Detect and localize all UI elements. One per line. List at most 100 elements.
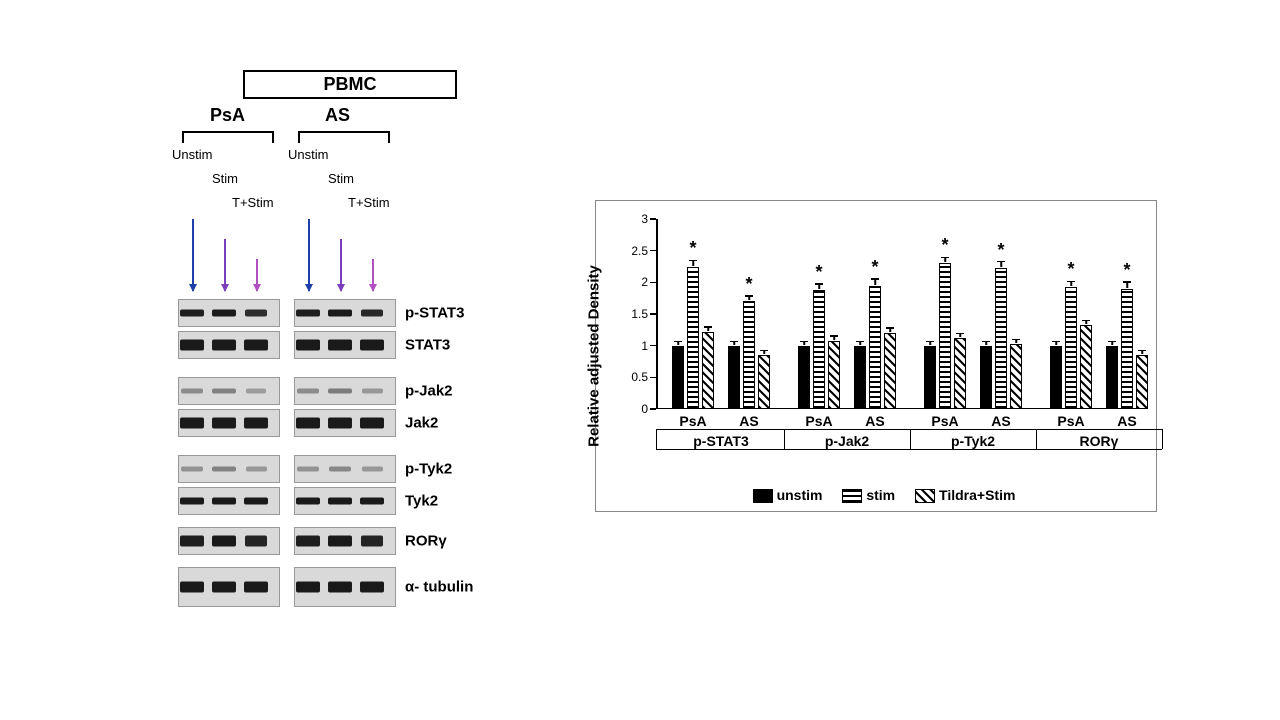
bar bbox=[1010, 344, 1022, 409]
wb-group-psa: PsA bbox=[210, 105, 245, 126]
cond-stim-psa: Stim bbox=[212, 171, 238, 186]
wb-row-label: STAT3 bbox=[405, 337, 450, 354]
bar bbox=[743, 301, 755, 409]
bar bbox=[728, 346, 740, 409]
wb-bands: p-STAT3 STAT3 p-Jak2 Jak2 p-Tyk2 Tyk2 RORγ α- t… bbox=[170, 299, 530, 607]
cond-unstim-as: Unstim bbox=[288, 147, 328, 162]
brace-psa bbox=[182, 131, 274, 143]
significance-star: * bbox=[1123, 260, 1130, 281]
bar bbox=[1136, 355, 1148, 409]
wb-condition-row3: T+Stim T+Stim bbox=[170, 195, 530, 219]
wb-condition-row2: Stim Stim bbox=[170, 171, 530, 195]
significance-star: * bbox=[745, 274, 752, 295]
x-cluster-label: p-Tyk2 bbox=[951, 433, 995, 449]
wb-row: α- tubulin bbox=[170, 567, 530, 607]
bar bbox=[1121, 289, 1133, 409]
western-blot-panel: PBMC PsA AS Unstim Unstim Stim Stim T+St… bbox=[170, 70, 530, 611]
significance-star: * bbox=[941, 235, 948, 256]
bar bbox=[1065, 287, 1077, 409]
y-tick-label: 0 bbox=[641, 402, 648, 416]
x-cluster-label: p-STAT3 bbox=[693, 433, 748, 449]
bar bbox=[869, 286, 881, 410]
y-tick-label: 1 bbox=[641, 339, 648, 353]
arrow-icon bbox=[192, 219, 194, 291]
arrow-icon bbox=[372, 259, 374, 291]
bar bbox=[1080, 325, 1092, 409]
wb-row: p-Tyk2 bbox=[170, 455, 530, 483]
y-tick-label: 3 bbox=[641, 212, 648, 226]
x-subgroup-label: AS bbox=[865, 413, 884, 429]
arrow-icon bbox=[256, 259, 258, 291]
bar bbox=[813, 290, 825, 409]
cond-stim-as: Stim bbox=[328, 171, 354, 186]
legend-label-tildra: Tildra+Stim bbox=[939, 487, 1015, 503]
bar bbox=[980, 346, 992, 409]
y-tick-label: 1.5 bbox=[631, 307, 648, 321]
wb-row: p-STAT3 bbox=[170, 299, 530, 327]
panel-title: PBMC bbox=[243, 70, 457, 99]
y-tick-label: 0.5 bbox=[631, 370, 648, 384]
brace-as bbox=[298, 131, 390, 143]
significance-star: * bbox=[1067, 259, 1074, 280]
significance-star: * bbox=[997, 240, 1004, 261]
x-subgroup-label: PsA bbox=[1057, 413, 1084, 429]
plot-area: 00.511.522.53******** bbox=[656, 219, 1136, 409]
cond-tstim-as: T+Stim bbox=[348, 195, 390, 210]
wb-row-label: RORγ bbox=[405, 533, 447, 550]
legend-label-stim: stim bbox=[866, 487, 895, 503]
legend-swatch-unstim bbox=[753, 489, 773, 503]
cluster-separator bbox=[784, 429, 785, 449]
bar bbox=[798, 346, 810, 409]
figure-root: PBMC PsA AS Unstim Unstim Stim Stim T+St… bbox=[0, 0, 1280, 720]
chart-legend: unstim stim Tildra+Stim bbox=[596, 487, 1156, 503]
cond-tstim-psa: T+Stim bbox=[232, 195, 274, 210]
significance-star: * bbox=[871, 257, 878, 278]
bar bbox=[687, 267, 699, 410]
bar bbox=[884, 333, 896, 409]
bar bbox=[854, 346, 866, 409]
y-tick-label: 2 bbox=[641, 275, 648, 289]
legend-label-unstim: unstim bbox=[777, 487, 823, 503]
wb-arrows bbox=[170, 219, 530, 299]
legend-swatch-stim bbox=[842, 489, 862, 503]
bar bbox=[702, 332, 714, 409]
arrow-icon bbox=[224, 239, 226, 291]
arrow-icon bbox=[340, 239, 342, 291]
significance-star: * bbox=[689, 238, 696, 259]
y-tick-label: 2.5 bbox=[631, 244, 648, 258]
x-subgroup-label: PsA bbox=[679, 413, 706, 429]
x-cluster-label: RORγ bbox=[1080, 433, 1119, 449]
bar bbox=[995, 268, 1007, 409]
bar bbox=[672, 346, 684, 409]
arrow-icon bbox=[308, 219, 310, 291]
y-axis-label: Relative adjusted Density bbox=[586, 265, 603, 447]
wb-row: Jak2 bbox=[170, 409, 530, 437]
wb-row-label: Tyk2 bbox=[405, 493, 438, 510]
cluster-separator bbox=[910, 429, 911, 449]
wb-group-labels: PsA AS bbox=[170, 105, 530, 131]
x-subgroup-label: PsA bbox=[805, 413, 832, 429]
wb-row-label: Jak2 bbox=[405, 415, 438, 432]
bar bbox=[758, 355, 770, 409]
wb-row-label: p-Jak2 bbox=[405, 383, 453, 400]
bar bbox=[1106, 346, 1118, 409]
wb-row-label: p-STAT3 bbox=[405, 305, 464, 322]
x-subgroup-label: AS bbox=[1117, 413, 1136, 429]
cluster-separator bbox=[1036, 429, 1037, 449]
bar bbox=[924, 346, 936, 409]
x-cluster-label: p-Jak2 bbox=[825, 433, 869, 449]
wb-row: Tyk2 bbox=[170, 487, 530, 515]
bar-chart: Relative adjusted Density 00.511.522.53*… bbox=[595, 200, 1157, 512]
x-subgroup-label: AS bbox=[991, 413, 1010, 429]
x-subgroup-label: AS bbox=[739, 413, 758, 429]
wb-row: STAT3 bbox=[170, 331, 530, 359]
wb-group-as: AS bbox=[325, 105, 350, 126]
significance-star: * bbox=[815, 262, 822, 283]
bar bbox=[1050, 346, 1062, 409]
wb-braces bbox=[170, 131, 530, 147]
bar bbox=[828, 341, 840, 409]
legend-swatch-tildra bbox=[915, 489, 935, 503]
wb-condition-row1: Unstim Unstim bbox=[170, 147, 530, 171]
bar bbox=[954, 338, 966, 409]
wb-row: RORγ bbox=[170, 527, 530, 555]
